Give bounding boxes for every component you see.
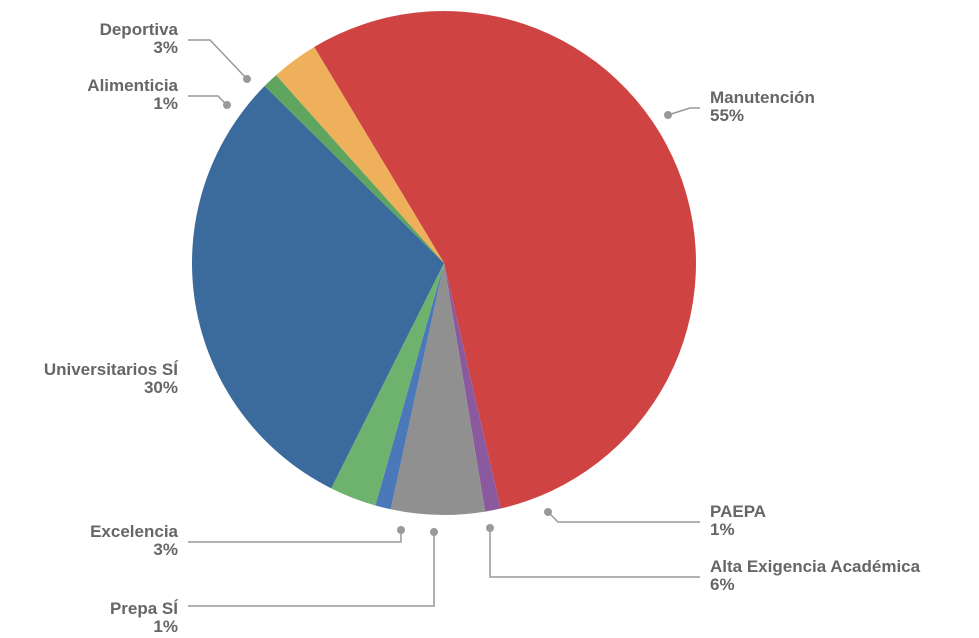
leader-line-manutencion bbox=[667, 107, 700, 116]
pie-slice-alta-exigencia-academica[interactable] bbox=[390, 263, 486, 515]
slice-label-alta-exigencia-academica: Alta Exigencia Académica bbox=[710, 557, 921, 576]
pie-slice-deportiva[interactable] bbox=[276, 46, 444, 264]
leader-dot-alimenticia bbox=[223, 101, 231, 109]
leader-line-excelencia bbox=[188, 530, 402, 543]
slice-value-excelencia: 3% bbox=[153, 540, 178, 559]
slice-label-universitarios-si: Universitarios SÍ bbox=[44, 360, 179, 379]
pie-slice-excelencia[interactable] bbox=[331, 263, 444, 506]
pie-slices bbox=[191, 11, 696, 515]
leader-dot-alta-exigencia-academica bbox=[486, 524, 494, 532]
slice-value-paepa: 1% bbox=[710, 520, 735, 539]
slice-label-manutencion: Manutención bbox=[710, 88, 815, 107]
leader-dot-paepa bbox=[544, 508, 552, 516]
slice-value-prepa-si: 1% bbox=[153, 617, 178, 633]
leader-dot-deportiva bbox=[243, 75, 251, 83]
slice-value-alta-exigencia-academica: 6% bbox=[710, 575, 735, 594]
slice-value-alimenticia: 1% bbox=[153, 94, 178, 113]
pie-slice-alimenticia[interactable] bbox=[264, 75, 444, 263]
pie-slice-manutencion[interactable] bbox=[314, 11, 696, 509]
leader-line-paepa bbox=[547, 511, 700, 523]
slice-value-deportiva: 3% bbox=[153, 38, 178, 57]
slice-label-alimenticia: Alimenticia bbox=[87, 76, 178, 95]
pie-slice-prepa-si[interactable] bbox=[375, 263, 444, 510]
slice-label-deportiva: Deportiva bbox=[100, 20, 179, 39]
leader-line-alimenticia bbox=[188, 95, 228, 106]
pie-slice-paepa[interactable] bbox=[444, 263, 501, 512]
slice-label-prepa-si: Prepa SÍ bbox=[110, 599, 179, 618]
slice-value-universitarios-si: 30% bbox=[144, 378, 178, 397]
leader-line-prepa-si bbox=[188, 532, 435, 607]
leader-dot-manutencion bbox=[664, 111, 672, 119]
slice-label-paepa: PAEPA bbox=[710, 502, 766, 521]
leader-line-alta-exigencia-academica bbox=[489, 528, 700, 578]
leader-line-deportiva bbox=[188, 39, 248, 80]
leader-dot-prepa-si bbox=[430, 528, 438, 536]
slice-label-excelencia: Excelencia bbox=[90, 522, 178, 541]
slice-value-manutencion: 55% bbox=[710, 106, 744, 125]
leader-dot-excelencia bbox=[397, 526, 405, 534]
pie-slice-universitarios-si[interactable] bbox=[191, 86, 444, 489]
